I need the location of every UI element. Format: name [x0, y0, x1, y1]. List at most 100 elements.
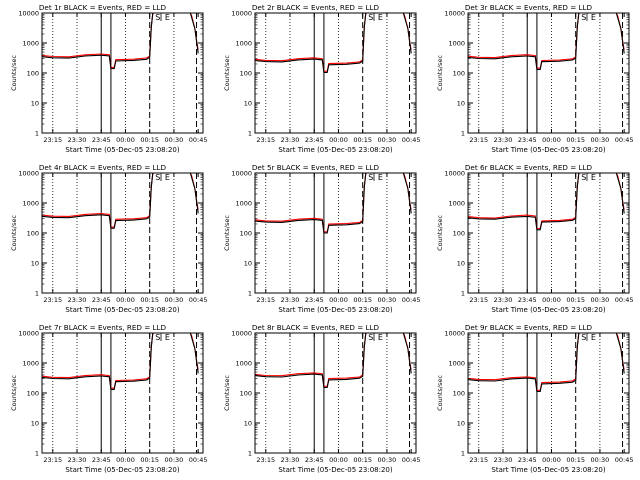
- y-tick-label: 10000: [231, 330, 252, 338]
- x-tick-label: 00:00: [116, 456, 135, 464]
- series-lld: [255, 333, 412, 387]
- x-tick-label: 00:00: [116, 136, 135, 144]
- y-tick-label: 10: [457, 420, 465, 428]
- y-tick-label: 1: [35, 290, 39, 298]
- x-tick-label: 00:30: [591, 296, 610, 304]
- plot-frame: [41, 332, 204, 454]
- x-tick-label: 00:45: [615, 136, 634, 144]
- series-group: [468, 13, 625, 70]
- x-tick-label: 00:00: [329, 296, 348, 304]
- y-tick-label: 100: [27, 230, 39, 238]
- y-tick-label: 10: [31, 420, 39, 428]
- detector-panel-2: Det 2r BLACK = Events, RED = LLD S E 1 10 100…: [213, 0, 426, 160]
- marker-s: S: [155, 333, 160, 342]
- plot-frame: [254, 172, 417, 294]
- y-tick-label: 100: [453, 230, 465, 238]
- x-tick-label: 00:45: [189, 456, 208, 464]
- x-tick-label: 00:15: [353, 296, 372, 304]
- marker-e: E: [591, 173, 596, 182]
- y-tick-label: 1: [35, 450, 39, 458]
- x-tick-label: 23:45: [92, 456, 111, 464]
- x-tick-label: 00:15: [353, 456, 372, 464]
- y-tick-label: 10: [31, 100, 39, 108]
- x-tick-label: 00:30: [165, 456, 184, 464]
- x-axis-label: Start Time (05-Dec-05 23:08:20): [491, 306, 605, 314]
- y-tick-label: 10000: [231, 10, 252, 18]
- x-axis-label: Start Time (05-Dec-05 23:08:20): [278, 146, 392, 154]
- marker-e: E: [591, 13, 596, 22]
- marker-s: S: [581, 173, 586, 182]
- plot-title: Det 6r BLACK = Events, RED = LLD: [465, 163, 593, 172]
- x-tick-label: 23:30: [68, 456, 87, 464]
- series-lld: [255, 173, 412, 233]
- x-tick-label: 23:45: [518, 456, 537, 464]
- plot-frame: [254, 12, 417, 134]
- x-tick-label: 00:30: [378, 136, 397, 144]
- series-events: [255, 13, 412, 74]
- marker-e: E: [165, 173, 170, 182]
- y-tick-label: 1000: [448, 200, 465, 208]
- detector-panel-1: Det 1r BLACK = Events, RED = LLD S E 1 10 100…: [0, 0, 213, 160]
- x-tick-label: 00:15: [140, 456, 159, 464]
- x-tick-label: 23:45: [92, 296, 111, 304]
- marker-s: S: [155, 13, 160, 22]
- series-events: [42, 173, 199, 229]
- y-axis-label: Counts/sec: [223, 375, 231, 411]
- series-group: [42, 333, 199, 390]
- x-tick-label: 23:30: [494, 456, 513, 464]
- x-tick-label: 00:45: [189, 136, 208, 144]
- marker-s: S: [581, 13, 586, 22]
- x-tick-label: 00:00: [116, 296, 135, 304]
- y-tick-label: 100: [453, 70, 465, 78]
- x-tick-label: 00:45: [615, 296, 634, 304]
- plot-title: Det 9r BLACK = Events, RED = LLD: [465, 323, 593, 332]
- series-lld: [42, 333, 199, 389]
- series-lld: [42, 173, 199, 228]
- x-tick-label: 00:00: [329, 456, 348, 464]
- y-axis-label: Counts/sec: [223, 215, 231, 251]
- y-tick-label: 100: [453, 390, 465, 398]
- y-tick-label: 1: [461, 130, 465, 138]
- x-tick-label: 23:45: [305, 456, 324, 464]
- x-tick-label: 00:45: [402, 456, 421, 464]
- x-axis-label: Start Time (05-Dec-05 23:08:20): [65, 306, 179, 314]
- y-axis-label: Counts/sec: [436, 375, 444, 411]
- y-tick-label: 1: [35, 130, 39, 138]
- plot-frame: [41, 12, 204, 134]
- y-tick-label: 10: [31, 260, 39, 268]
- x-axis-label: Start Time (05-Dec-05 23:08:20): [278, 306, 392, 314]
- x-tick-label: 00:30: [378, 456, 397, 464]
- x-tick-label: 23:15: [469, 296, 488, 304]
- x-tick-label: 23:30: [494, 136, 513, 144]
- x-tick-label: 23:15: [43, 136, 62, 144]
- series-lld: [468, 333, 625, 391]
- series-group: [255, 173, 412, 234]
- x-tick-label: 00:45: [615, 456, 634, 464]
- plot-title: Det 2r BLACK = Events, RED = LLD: [252, 3, 380, 12]
- series-events: [468, 173, 625, 231]
- x-tick-label: 23:45: [305, 136, 324, 144]
- series-events: [468, 333, 625, 393]
- marker-e: E: [165, 13, 170, 22]
- plot-title: Det 7r BLACK = Events, RED = LLD: [39, 323, 167, 332]
- x-tick-label: 23:15: [43, 456, 62, 464]
- x-tick-label: 00:45: [402, 296, 421, 304]
- x-axis-label: Start Time (05-Dec-05 23:08:20): [65, 146, 179, 154]
- y-tick-label: 10000: [444, 10, 465, 18]
- plot-frame: [467, 172, 630, 294]
- x-tick-label: 23:15: [256, 296, 275, 304]
- y-tick-label: 10000: [444, 170, 465, 178]
- series-lld: [468, 173, 625, 230]
- marker-e: E: [378, 333, 383, 342]
- y-tick-label: 10000: [231, 170, 252, 178]
- plot-frame: [41, 172, 204, 294]
- x-tick-label: 00:45: [189, 296, 208, 304]
